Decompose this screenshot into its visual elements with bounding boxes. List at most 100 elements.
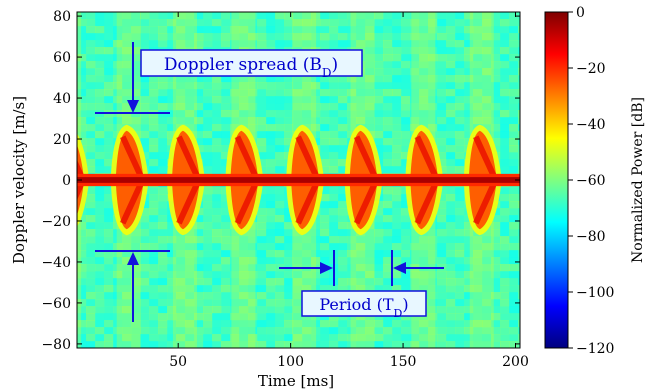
heatmap-cell (257, 26, 267, 34)
y-axis-label: Doppler velocity [m/s] (10, 96, 28, 264)
heatmap-cell (437, 159, 447, 167)
heatmap-cell (401, 327, 411, 335)
heatmap-cell (221, 124, 231, 132)
heatmap-cell (149, 320, 159, 328)
heatmap-cell (491, 110, 501, 118)
lobe-streak (119, 135, 144, 178)
heatmap-cell (203, 278, 213, 286)
heatmap-cell (437, 306, 447, 314)
heatmap-cell (320, 96, 330, 104)
heatmap-cell (257, 117, 267, 125)
heatmap-cell (320, 236, 330, 244)
heatmap-cell (239, 313, 249, 321)
heatmap-cell (383, 131, 393, 139)
heatmap-cell (446, 292, 456, 300)
heatmap-cell (149, 299, 159, 307)
heatmap-cell (248, 285, 258, 293)
heatmap-cell (104, 222, 114, 230)
heatmap-cell (104, 166, 114, 174)
heatmap-cell (167, 264, 177, 272)
heatmap-cell (419, 271, 429, 279)
heatmap-cell (392, 159, 402, 167)
heatmap-cell (455, 152, 465, 160)
heatmap-cell (437, 47, 447, 55)
heatmap-cell (167, 327, 177, 335)
heatmap-cell (464, 229, 474, 237)
heatmap-cell (176, 110, 186, 118)
heatmap-cell (311, 124, 321, 132)
heatmap-cell (338, 117, 348, 125)
heatmap-cell (122, 40, 132, 48)
heatmap-cell (284, 110, 294, 118)
heatmap-cell (302, 250, 312, 258)
heatmap-cell (266, 89, 276, 97)
heatmap-cell (491, 215, 501, 223)
heatmap-cell (248, 278, 258, 286)
heatmap-cell (473, 285, 483, 293)
heatmap-cell (419, 341, 429, 348)
heatmap-cell (230, 271, 240, 279)
heatmap-cell (338, 236, 348, 244)
doppler-lobe (77, 180, 90, 227)
heatmap-cell (500, 313, 510, 321)
heatmap-cell (185, 40, 195, 48)
heatmap-cell (194, 229, 204, 237)
heatmap-cell (230, 327, 240, 335)
heatmap-cell (140, 96, 150, 104)
heatmap-cell (104, 250, 114, 258)
heatmap-cell (284, 89, 294, 97)
heatmap-cell (491, 54, 501, 62)
lobe-streak (414, 182, 439, 225)
heatmap-cell (275, 124, 285, 132)
colorbar-tick-label: −60 (576, 173, 606, 189)
heatmap-cell (221, 187, 231, 195)
heatmap-cell (374, 103, 384, 111)
heatmap-cell (518, 187, 520, 195)
heatmap-cell (428, 12, 438, 20)
heatmap-cell (275, 96, 285, 104)
heatmap-cell (491, 264, 501, 272)
heatmap-cell (221, 194, 231, 202)
heatmap-cell (293, 26, 303, 34)
heatmap-cell (77, 75, 87, 83)
heatmap-cell (212, 19, 222, 27)
heatmap-cell (446, 299, 456, 307)
heatmap-cell (338, 19, 348, 27)
heatmap-cell (158, 236, 168, 244)
heatmap-cell (239, 96, 249, 104)
heatmap-cell (338, 201, 348, 209)
heatmap-cell (230, 250, 240, 258)
heatmap-cell (275, 229, 285, 237)
heatmap-cell (131, 243, 141, 251)
heatmap-cell (518, 166, 520, 174)
heatmap-cell (212, 145, 222, 153)
heatmap-cell (194, 285, 204, 293)
heatmap-cell (320, 152, 330, 160)
heatmap-cell (383, 166, 393, 174)
heatmap-cell (491, 334, 501, 342)
heatmap-cell (275, 208, 285, 216)
heatmap-cell (203, 26, 213, 34)
heatmap-cell (185, 299, 195, 307)
heatmap-cell (212, 159, 222, 167)
heatmap-cell (401, 187, 411, 195)
heatmap-cell (455, 229, 465, 237)
heatmap-cell (158, 159, 168, 167)
spread-up-arrow-head (127, 252, 139, 265)
heatmap-cell (95, 40, 105, 48)
heatmap-cell (419, 82, 429, 90)
heatmap-cell (329, 89, 339, 97)
heatmap-cell (320, 75, 330, 83)
heatmap-cell (464, 110, 474, 118)
heatmap-cell (329, 12, 339, 20)
heatmap-cell (266, 271, 276, 279)
heatmap-cell (95, 96, 105, 104)
heatmap-cell (401, 75, 411, 83)
heatmap-cell (473, 250, 483, 258)
heatmap-cell (194, 117, 204, 125)
heatmap-cell (203, 285, 213, 293)
lobe-streak (119, 182, 144, 225)
heatmap-cell (491, 257, 501, 265)
heatmap-cell (338, 320, 348, 328)
heatmap-cell (320, 103, 330, 111)
